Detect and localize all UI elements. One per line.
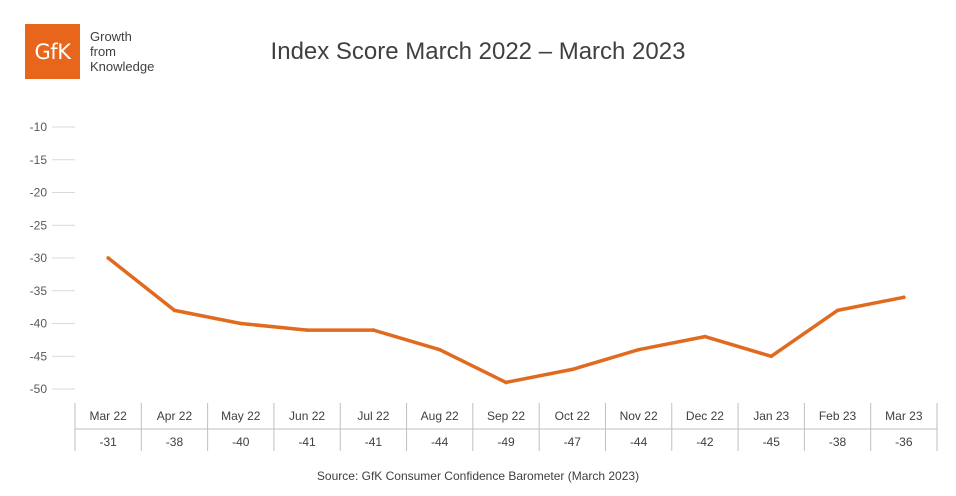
table-value: -38 (166, 435, 184, 449)
x-category-label: Nov 22 (620, 409, 658, 423)
data-point (703, 334, 707, 339)
data-point (437, 347, 442, 352)
table-value: -41 (365, 435, 383, 449)
table-value: -47 (564, 435, 582, 449)
series-line (106, 256, 906, 385)
data-point (902, 295, 906, 300)
x-category-label: Sep 22 (487, 409, 525, 423)
data-point (570, 367, 575, 372)
data-point (106, 256, 110, 260)
brand-tagline: Growth from Knowledge (90, 29, 180, 74)
table-value: -38 (829, 435, 847, 449)
x-category-label: Aug 22 (421, 409, 459, 423)
table-value: -44 (431, 435, 449, 449)
data-point (769, 354, 774, 359)
table-value: -49 (497, 435, 515, 449)
table-value: -31 (99, 435, 117, 449)
y-tick-label: -35 (30, 284, 48, 298)
y-tick-label: -10 (30, 120, 48, 134)
x-category-label: Oct 22 (555, 409, 591, 423)
table-value: -41 (298, 435, 316, 449)
table-value: -44 (630, 435, 648, 449)
data-point (636, 347, 641, 352)
data-point (504, 380, 508, 385)
y-tick-label: -25 (30, 218, 48, 232)
x-category-label: Jul 22 (357, 409, 389, 423)
tagline-line-1: Growth (90, 29, 132, 44)
x-category-label: Apr 22 (157, 409, 193, 423)
x-category-label: Dec 22 (686, 409, 724, 423)
x-category-label: Jan 23 (753, 409, 789, 423)
x-category-label: Feb 23 (819, 409, 857, 423)
data-point (172, 308, 177, 313)
tagline-line-3: Knowledge (90, 59, 155, 74)
table-value: -40 (232, 435, 250, 449)
x-category-label: Jun 22 (289, 409, 325, 423)
y-tick-label: -45 (30, 349, 48, 363)
chart-title: Index Score March 2022 – March 2023 (270, 38, 686, 65)
x-category-label: Mar 23 (885, 409, 923, 423)
table-value: -42 (696, 435, 714, 449)
gfk-logo: GfK (25, 24, 80, 79)
data-point (238, 321, 243, 326)
y-tick-label: -40 (30, 317, 48, 331)
data-point (305, 328, 309, 332)
y-tick-label: -15 (30, 153, 48, 167)
table-value: -36 (895, 435, 913, 449)
y-tick-label: -50 (30, 382, 48, 396)
data-point (371, 328, 376, 332)
y-tick-label: -20 (30, 186, 48, 200)
table-value: -45 (763, 435, 781, 449)
source-note: Source: GfK Consumer Confidence Baromete… (316, 469, 640, 483)
x-category-label: May 22 (221, 409, 261, 423)
data-point (835, 308, 840, 313)
y-tick-label: -30 (30, 251, 48, 265)
x-category-label: Mar 22 (89, 409, 127, 423)
tagline-line-2: from (90, 44, 116, 59)
